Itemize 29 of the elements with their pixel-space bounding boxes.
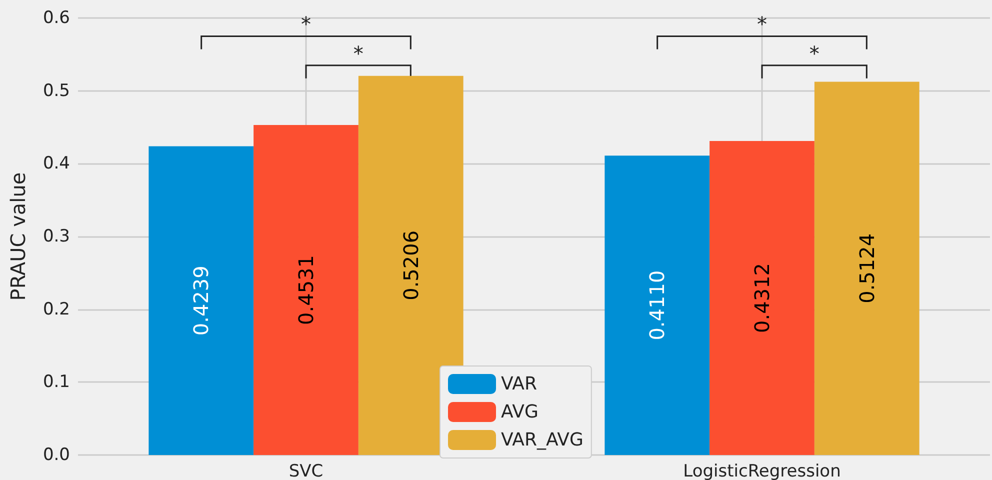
x-tick-label: SVC bbox=[288, 462, 324, 480]
bar bbox=[254, 124, 358, 455]
y-axis-title: PRAUC value bbox=[6, 172, 30, 301]
y-tick-label: 0.3 bbox=[42, 226, 70, 246]
legend-label: AVG bbox=[501, 402, 538, 422]
y-tick-label: 0.4 bbox=[42, 154, 70, 174]
data-label: 0.5206 bbox=[398, 230, 423, 300]
annotation: * bbox=[301, 12, 311, 36]
bar bbox=[710, 140, 814, 455]
annotation: * bbox=[353, 41, 364, 66]
annotation: * bbox=[809, 41, 820, 66]
data-label: 0.4239 bbox=[189, 266, 214, 336]
y-tick-label: 0.0 bbox=[42, 445, 70, 465]
bar bbox=[604, 156, 710, 455]
y-tick-label: 0.1 bbox=[42, 372, 70, 392]
data-label: 0.4312 bbox=[750, 262, 774, 333]
legend-label: VAR_AVG bbox=[501, 430, 584, 450]
annotation: * bbox=[757, 12, 767, 36]
data-label: 0.4531 bbox=[294, 255, 318, 325]
y-tick-label: 0.5 bbox=[42, 80, 70, 101]
y-tick-label: 0.2 bbox=[42, 299, 70, 320]
legend-label: VAR bbox=[501, 374, 537, 394]
bar bbox=[148, 146, 254, 455]
x-tick-label: LogisticRegression bbox=[683, 462, 841, 480]
bar bbox=[358, 76, 464, 455]
y-tick-label: 0.6 bbox=[42, 8, 70, 28]
bar bbox=[814, 82, 920, 455]
data-label: 0.5124 bbox=[854, 233, 879, 304]
data-label: 0.4110 bbox=[645, 270, 670, 340]
